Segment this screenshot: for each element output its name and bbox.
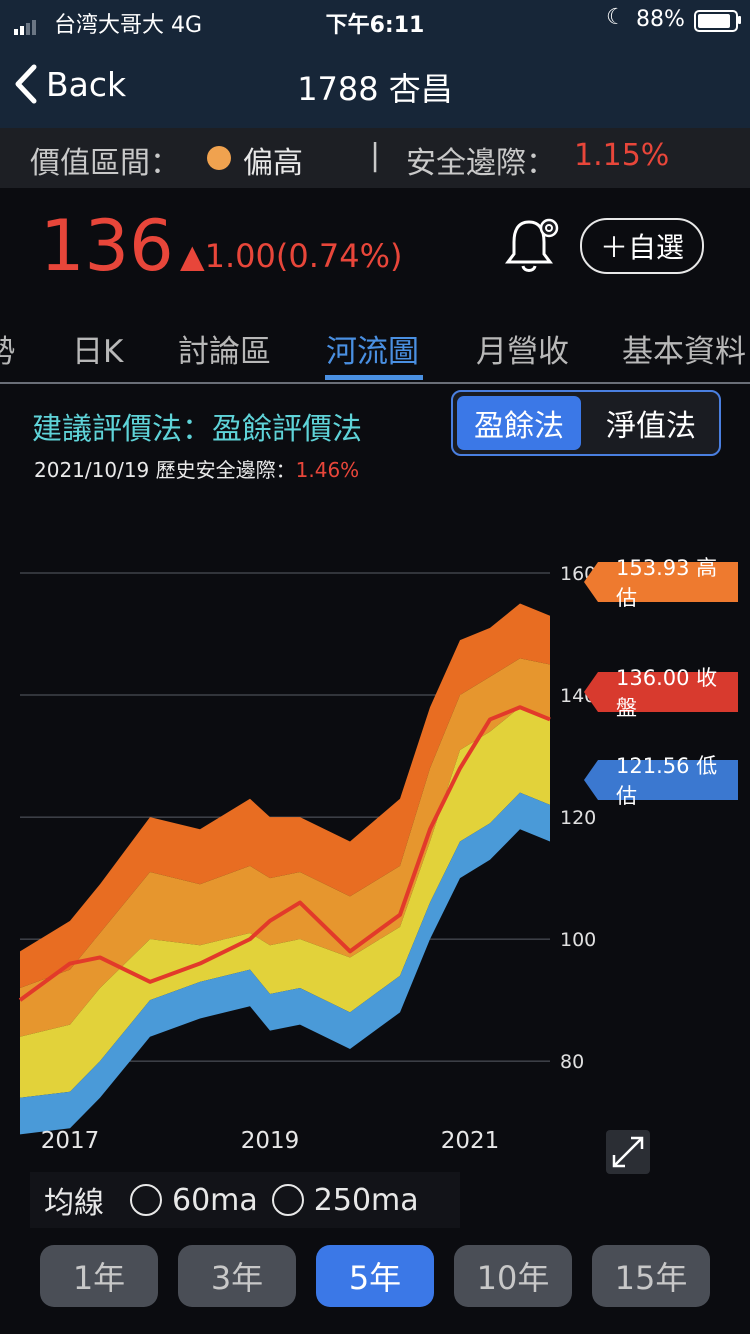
x-tick-label: 2021 xyxy=(441,1128,500,1154)
tab-underline xyxy=(325,375,423,380)
value-range-label: 價值區間： xyxy=(30,146,180,181)
safety-margin-label: 安全邊際： xyxy=(406,146,556,181)
high-estimate-tag: 153.93 高估 xyxy=(584,556,738,610)
nav-method-button[interactable]: 淨值法 xyxy=(606,409,696,444)
moon-icon: ☾ xyxy=(606,5,626,30)
history-margin-line: 2021/10/19 歷史安全邊際：1.46% xyxy=(34,454,359,483)
low-estimate-tag: 121.56 低估 xyxy=(584,754,738,808)
value-status-dot xyxy=(207,146,231,170)
signal-icon xyxy=(14,10,38,35)
safety-margin-value: 1.15% xyxy=(574,138,670,173)
add-watchlist-button[interactable]: ＋自選 xyxy=(580,218,704,274)
period-15y-button[interactable]: 15年 xyxy=(592,1245,710,1307)
ma-250-option[interactable]: 250ma xyxy=(271,1183,419,1218)
period-10y-button[interactable]: 10年 xyxy=(454,1245,572,1307)
battery-tip xyxy=(738,16,741,24)
x-tick-label: 2019 xyxy=(241,1128,300,1154)
close-price-line xyxy=(18,705,551,1002)
radio-icon xyxy=(271,1184,304,1216)
value-range-bar: 價值區間： 偏高 | 安全邊際： 1.15% xyxy=(0,128,750,188)
battery-percent: 88% xyxy=(636,7,685,32)
ma-60-option[interactable]: 60ma xyxy=(130,1183,258,1218)
top-bar xyxy=(0,0,750,128)
tab-daily-k[interactable]: 日K xyxy=(72,334,124,370)
back-button[interactable]: Back xyxy=(14,58,126,110)
carrier: 台湾大哥大 4G xyxy=(54,13,203,38)
expand-icon[interactable] xyxy=(606,1130,650,1174)
chevron-left-icon xyxy=(15,64,37,104)
period-3y-button[interactable]: 3年 xyxy=(178,1245,296,1307)
ma-label: 均線 xyxy=(44,1186,104,1221)
period-5y-button[interactable]: 5年 xyxy=(316,1245,434,1307)
radio-icon xyxy=(130,1184,162,1216)
valuation-method: 建議評價法：盈餘評價法 xyxy=(32,412,362,447)
tab-discussion[interactable]: 討論區 xyxy=(178,334,271,370)
price-change: ▲1.00(0.74%) xyxy=(180,237,403,275)
y-tick-label: 100 xyxy=(560,929,596,951)
price: 136 xyxy=(40,205,174,287)
period-1y-button[interactable]: 1年 xyxy=(40,1245,158,1307)
alert-bell-icon[interactable] xyxy=(504,214,564,280)
tab-bar: 勢 日K 討論區 河流圖 月營收 基本資料 xyxy=(0,318,750,384)
river-band-1 xyxy=(20,792,550,1135)
page-title: 1788 杏昌 xyxy=(297,70,453,108)
divider: | xyxy=(370,138,381,173)
moving-average-row: 均線 60ma 250ma xyxy=(30,1172,460,1228)
tab-trend[interactable]: 勢 xyxy=(0,326,15,371)
method-toggle: 盈餘法 淨值法 xyxy=(451,390,721,456)
y-tick-label: 80 xyxy=(560,1051,584,1073)
history-date: 2021/10/19 xyxy=(34,458,150,482)
river-band-3 xyxy=(20,658,550,1037)
x-tick-label: 2017 xyxy=(41,1128,100,1154)
value-status: 偏高 xyxy=(243,146,303,181)
river-band-2 xyxy=(20,707,550,1098)
back-label: Back xyxy=(46,64,127,104)
river-band-4 xyxy=(20,603,550,988)
battery-icon xyxy=(694,10,738,32)
close-price-tag: 136.00 收盤 xyxy=(584,666,738,720)
tab-river-chart[interactable]: 河流圖 xyxy=(326,334,419,370)
history-margin-label: 歷史安全邊際： xyxy=(155,458,296,482)
history-margin-value: 1.46% xyxy=(295,458,360,482)
status-bar: 台湾大哥大 4G 下午6:11 ☾ 88% xyxy=(0,0,750,40)
eps-method-button[interactable]: 盈餘法 xyxy=(457,396,581,450)
tab-monthly-revenue[interactable]: 月營收 xyxy=(476,334,569,370)
y-tick-label: 120 xyxy=(560,807,596,829)
tab-basic-info[interactable]: 基本資料 xyxy=(622,334,746,370)
clock: 下午6:11 xyxy=(325,13,425,38)
